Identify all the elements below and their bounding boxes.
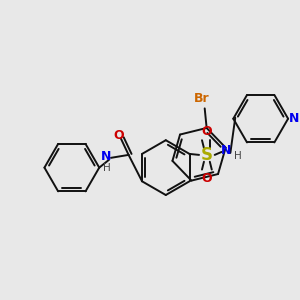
Text: O: O [202, 172, 212, 185]
Text: O: O [113, 129, 124, 142]
Text: N: N [221, 143, 232, 157]
Text: N: N [101, 150, 111, 163]
Text: H: H [103, 163, 111, 172]
Text: S: S [201, 146, 213, 164]
Text: N: N [289, 112, 299, 125]
Text: O: O [202, 125, 212, 138]
Text: H: H [234, 151, 242, 161]
Text: Br: Br [194, 92, 210, 105]
